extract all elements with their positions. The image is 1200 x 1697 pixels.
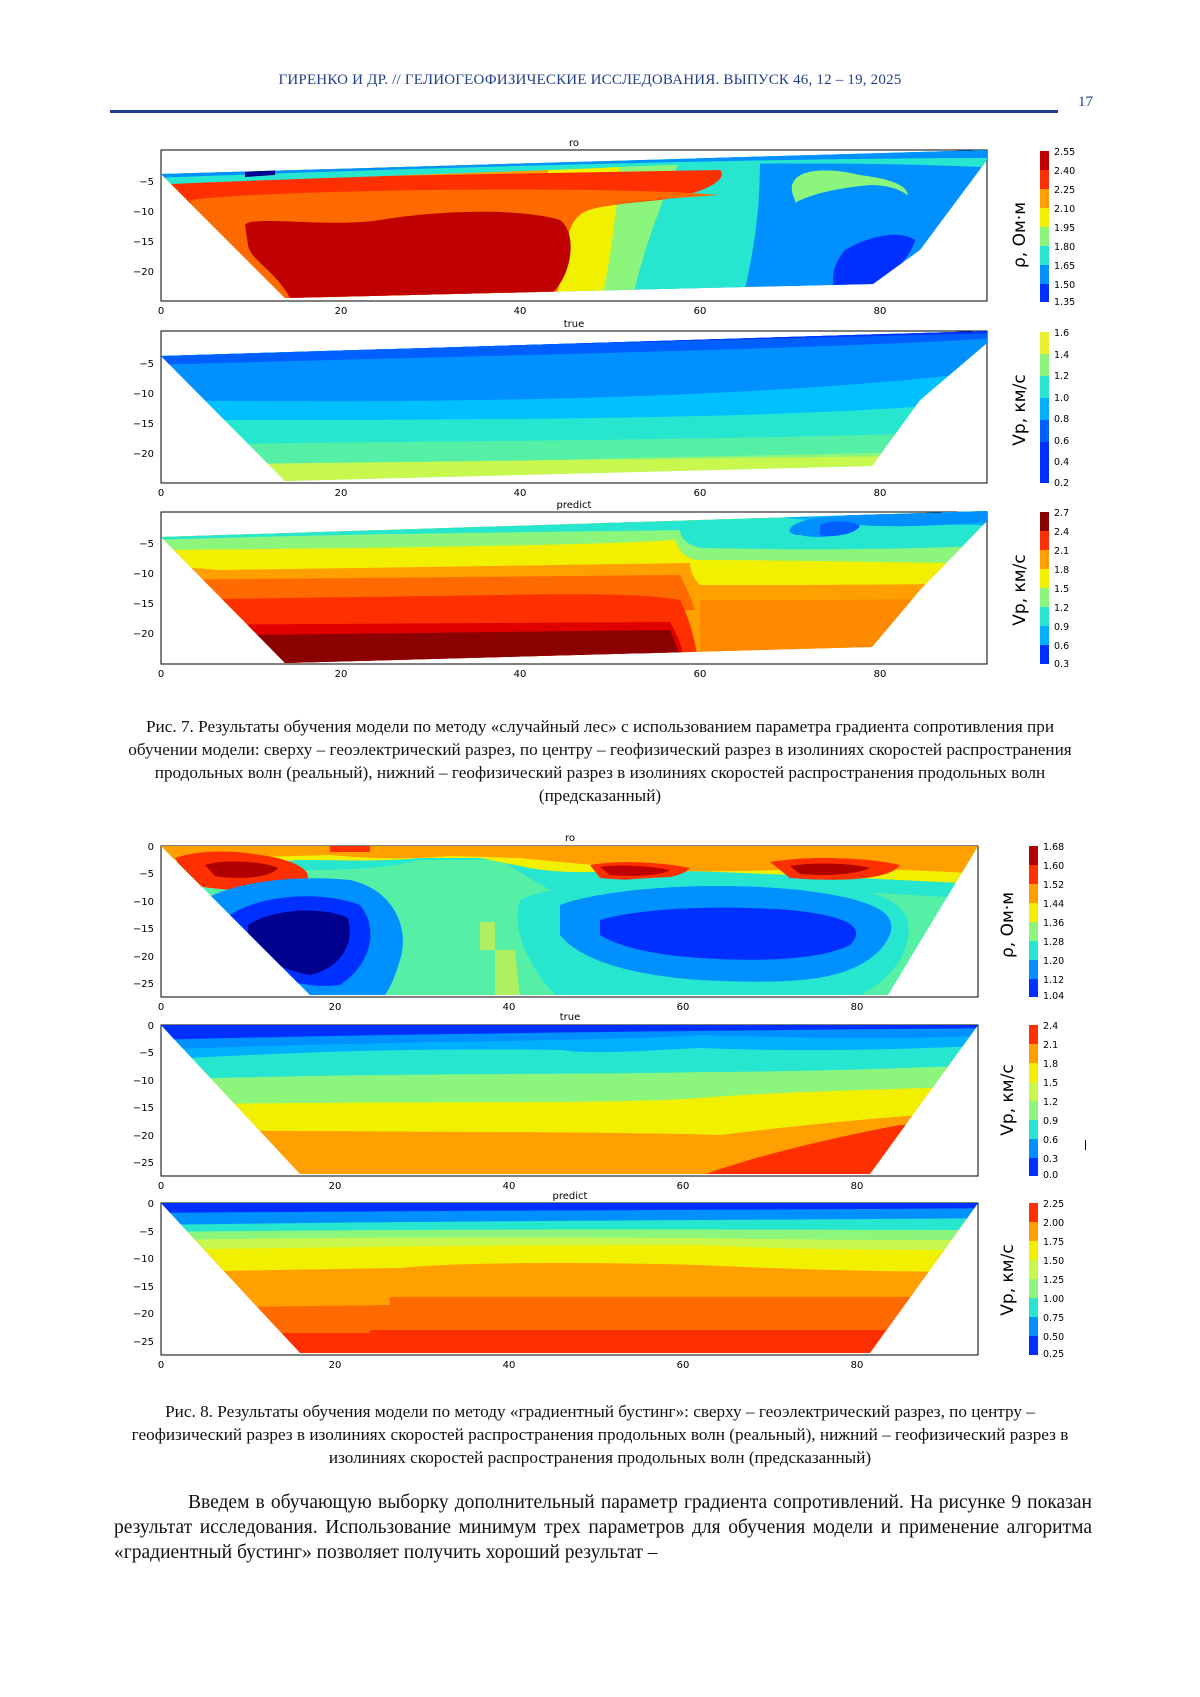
svg-text:−15: −15	[133, 924, 154, 935]
svg-text:−25: −25	[133, 1158, 154, 1169]
svg-text:−10: −10	[133, 897, 154, 908]
svg-text:1.20: 1.20	[1043, 956, 1064, 967]
svg-text:0: 0	[148, 1021, 154, 1032]
svg-text:ro: ro	[565, 833, 575, 844]
svg-text:40: 40	[503, 1181, 516, 1192]
svg-text:1.50: 1.50	[1043, 1256, 1064, 1267]
svg-text:0.75: 0.75	[1043, 1313, 1064, 1324]
svg-text:0.0: 0.0	[1043, 1170, 1058, 1181]
svg-text:1.5: 1.5	[1043, 1078, 1058, 1089]
svg-text:−15: −15	[133, 1282, 154, 1293]
svg-text:1.12: 1.12	[1043, 975, 1064, 986]
svg-text:1.52: 1.52	[1043, 880, 1064, 891]
svg-text:1.68: 1.68	[1043, 842, 1064, 853]
fig8-predict-x-ticks: 0 20 40 60 80	[158, 1360, 864, 1371]
svg-text:predict: predict	[553, 1191, 588, 1202]
svg-text:−25: −25	[133, 979, 154, 990]
svg-text:20: 20	[329, 1002, 342, 1013]
svg-text:40: 40	[503, 1360, 516, 1371]
svg-text:1.28: 1.28	[1043, 937, 1064, 948]
svg-text:80: 80	[851, 1002, 864, 1013]
svg-text:ρ, Ом·м: ρ, Ом·м	[998, 892, 1018, 958]
svg-text:1.00: 1.00	[1043, 1294, 1064, 1305]
svg-text:1.25: 1.25	[1043, 1275, 1064, 1286]
svg-text:−5: −5	[139, 1227, 154, 1238]
svg-text:−25: −25	[133, 1337, 154, 1348]
svg-text:Vp, км/с: Vp, км/с	[998, 1244, 1018, 1315]
fig8-ro-colorbar: 1.68 1.60 1.52 1.44 1.36 1.28 1.20 1.12 …	[998, 842, 1064, 1002]
fig8-ro-x-ticks: 0 20 40 60 80	[158, 1002, 864, 1013]
svg-text:1.8: 1.8	[1043, 1059, 1058, 1070]
fig8-ro-panel: ro 0 −5 −10 −15 −	[133, 833, 1064, 1013]
fig8-true-panel: true 0 −5 −10 −15 −20 −25 0 20 40 60 80	[133, 1012, 1086, 1192]
fig8-ro-y-ticks: 0 −5 −10 −15 −20 −25	[133, 842, 154, 990]
svg-text:2.1: 2.1	[1043, 1040, 1058, 1051]
svg-text:1.75: 1.75	[1043, 1237, 1064, 1248]
svg-text:1.36: 1.36	[1043, 918, 1064, 929]
svg-text:60: 60	[677, 1360, 690, 1371]
svg-text:80: 80	[851, 1181, 864, 1192]
svg-text:−5: −5	[139, 1048, 154, 1059]
svg-text:2.00: 2.00	[1043, 1218, 1064, 1229]
svg-text:40: 40	[503, 1002, 516, 1013]
fig8-true-x-ticks: 0 20 40 60 80	[158, 1181, 864, 1192]
body-paragraph: Введем в обучающую выборку дополнительны…	[114, 1490, 1092, 1565]
svg-text:−20: −20	[133, 1131, 154, 1142]
fig8-predict-panel: predict 0 −5 −10 −15 −20 −25 0 20 40 60 …	[133, 1191, 1064, 1371]
svg-text:20: 20	[329, 1181, 342, 1192]
svg-text:−10: −10	[133, 1254, 154, 1265]
figure-8-plots: ro 0 −5 −10 −15 −	[0, 0, 1200, 1400]
svg-text:−5: −5	[139, 869, 154, 880]
svg-text:−10: −10	[133, 1076, 154, 1087]
svg-text:60: 60	[677, 1002, 690, 1013]
svg-text:0.25: 0.25	[1043, 1349, 1064, 1360]
svg-text:80: 80	[851, 1360, 864, 1371]
svg-text:2.4: 2.4	[1043, 1021, 1058, 1032]
svg-text:−20: −20	[133, 952, 154, 963]
svg-text:0.6: 0.6	[1043, 1135, 1058, 1146]
svg-text:−20: −20	[133, 1309, 154, 1320]
svg-text:−15: −15	[133, 1103, 154, 1114]
svg-text:0.9: 0.9	[1043, 1116, 1058, 1127]
svg-text:0: 0	[148, 1199, 154, 1210]
stray-mark	[1085, 1140, 1086, 1150]
figure-8-caption: Рис. 8. Результаты обучения модели по ме…	[110, 1400, 1090, 1469]
svg-text:0.50: 0.50	[1043, 1332, 1064, 1343]
svg-text:1.60: 1.60	[1043, 861, 1064, 872]
svg-text:1.2: 1.2	[1043, 1097, 1058, 1108]
fig8-predict-colorbar: 2.25 2.00 1.75 1.50 1.25 1.00 0.75 0.50 …	[998, 1199, 1064, 1360]
svg-text:2.25: 2.25	[1043, 1199, 1064, 1210]
svg-text:0: 0	[158, 1181, 164, 1192]
svg-text:1.04: 1.04	[1043, 991, 1064, 1002]
svg-text:0: 0	[148, 842, 154, 853]
svg-text:0.3: 0.3	[1043, 1154, 1058, 1165]
svg-text:0: 0	[158, 1002, 164, 1013]
svg-text:true: true	[560, 1012, 581, 1023]
fig8-true-y-ticks: 0 −5 −10 −15 −20 −25	[133, 1021, 154, 1169]
svg-text:1.44: 1.44	[1043, 899, 1064, 910]
fig8-true-colorbar: 2.4 2.1 1.8 1.5 1.2 0.9 0.6 0.3 0.0 Vp, …	[998, 1021, 1058, 1181]
svg-text:Vp, км/с: Vp, км/с	[998, 1064, 1018, 1135]
svg-text:20: 20	[329, 1360, 342, 1371]
fig8-predict-y-ticks: 0 −5 −10 −15 −20 −25	[133, 1199, 154, 1348]
svg-text:60: 60	[677, 1181, 690, 1192]
svg-text:0: 0	[158, 1360, 164, 1371]
